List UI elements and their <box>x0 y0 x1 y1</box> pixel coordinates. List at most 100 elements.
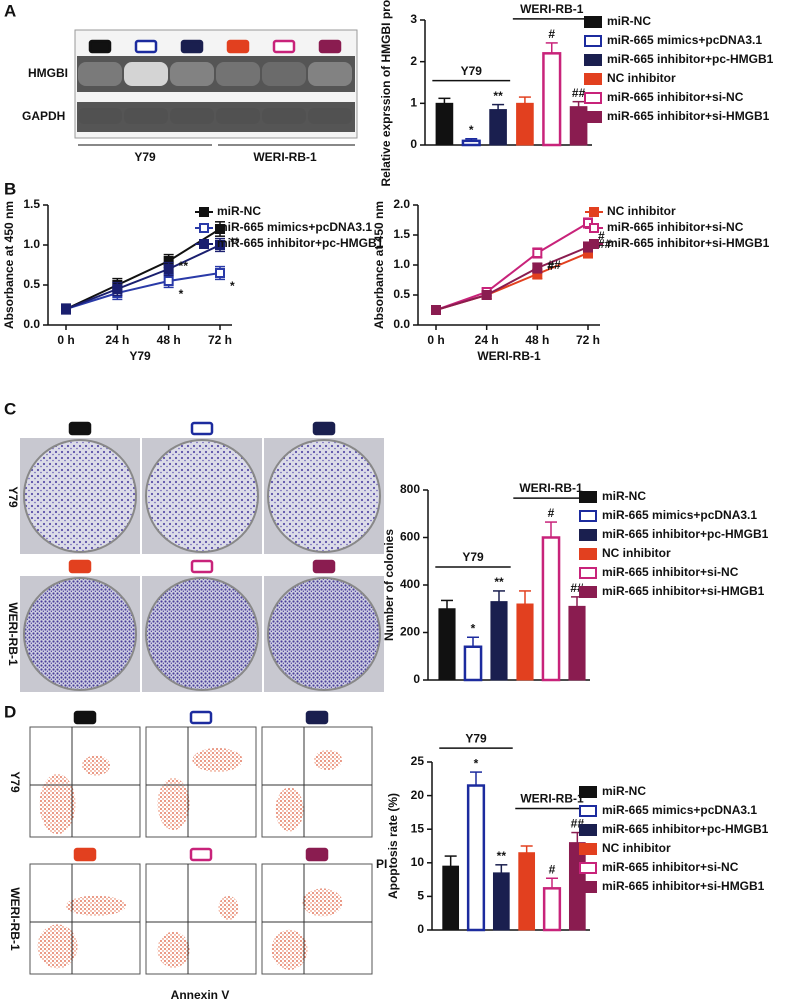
group-swatch <box>312 421 336 436</box>
group-swatch <box>180 39 204 54</box>
y-axis-label: Apoptosis rate (%) <box>386 793 400 899</box>
legend-label: miR-665 inhibitor+pc-HMGB1 <box>607 52 774 66</box>
legend-swatch <box>579 529 597 541</box>
significance-label: # <box>549 862 556 876</box>
legend-label: NC inhibitor <box>607 204 676 218</box>
point-marker <box>215 268 225 278</box>
legend-swatch <box>579 881 597 893</box>
group-label: WERI-RB-1 <box>519 481 583 495</box>
y-tick-label: 0 <box>410 137 417 151</box>
flow-events <box>314 750 342 770</box>
legend-label: miR-665 mimics+pcDNA3.1 <box>607 33 762 47</box>
group-label: WERI-RB-1 <box>520 2 584 16</box>
legend-marker <box>199 207 209 217</box>
legend-label: miR-665 mimics+pcDNA3.1 <box>602 803 757 817</box>
bar <box>438 608 456 681</box>
flow-events <box>37 924 78 969</box>
group-swatch <box>68 421 92 436</box>
point-marker <box>481 290 492 300</box>
x-tick-label: 48 h <box>525 333 549 347</box>
colony-plate <box>267 439 381 553</box>
bar <box>542 887 562 932</box>
group-swatch <box>272 39 296 54</box>
point-marker <box>163 264 174 274</box>
legend-label: miR-665 inhibitor+si-HMGB1 <box>602 879 765 893</box>
y-tick-label: 10 <box>411 855 425 869</box>
x-tick-label: 72 h <box>576 333 600 347</box>
y-tick-label: 15 <box>411 821 425 835</box>
y-tick-label: 3 <box>410 12 417 26</box>
group-label: Y79 <box>461 64 483 78</box>
group-label: Y79 <box>462 550 484 564</box>
group-swatch <box>73 710 97 725</box>
y-tick-label: 200 <box>400 625 420 639</box>
legend-label: miR-665 inhibitor+si-NC <box>602 565 739 579</box>
flow-events <box>39 774 76 834</box>
legend-swatch <box>579 786 597 798</box>
y-tick-label: 1.0 <box>393 257 410 271</box>
panel-letter: B <box>4 179 16 198</box>
bar <box>461 139 481 147</box>
bar <box>518 852 536 931</box>
legend-swatch <box>584 92 602 104</box>
point-marker <box>215 240 225 250</box>
flow-row-label: Y79 <box>8 771 22 793</box>
flow-events <box>157 778 190 830</box>
y-tick-label: 800 <box>400 482 420 496</box>
legend-label: NC inhibitor <box>607 71 676 85</box>
legend-swatch <box>584 35 602 47</box>
significance-label: ** <box>497 849 507 863</box>
bar <box>516 102 534 146</box>
flow-row-label: WERI-RB-1 <box>8 887 22 951</box>
y-tick-label: 0 <box>413 672 420 686</box>
y-tick-label: 25 <box>411 754 425 768</box>
blot-group-label: WERI-RB-1 <box>253 150 317 164</box>
blot-band <box>124 62 168 86</box>
legend-label: miR-665 inhibitor+si-HMGB1 <box>602 584 765 598</box>
x-axis-label: Y79 <box>129 349 151 363</box>
legend-swatch <box>584 54 602 66</box>
flow-events <box>271 929 308 970</box>
flow-x-label: Annexin V <box>171 988 230 1002</box>
y-axis-label: Number of colonies <box>382 529 396 641</box>
y-tick-label: 1.0 <box>23 237 40 251</box>
blot-band <box>308 108 352 124</box>
flow-events <box>275 787 304 832</box>
legend-swatch <box>584 73 602 85</box>
group-swatch <box>68 559 92 574</box>
significance-label: * <box>469 123 474 137</box>
significance-label: ** <box>179 259 189 273</box>
blot-band <box>262 62 306 86</box>
legend-swatch <box>579 491 597 503</box>
bar <box>466 784 486 932</box>
y-tick-label: 1.5 <box>23 197 40 211</box>
group-swatch <box>190 559 214 574</box>
legend-swatch <box>584 111 602 123</box>
group-label: WERI-RB-1 <box>520 792 584 806</box>
group-swatch <box>318 39 342 54</box>
y-axis-label: Absorbance at 450 nm <box>372 201 386 329</box>
significance-label: ## <box>598 237 612 251</box>
y-axis-label: Absorbance at 450 nm <box>2 201 16 329</box>
legend-label: miR-665 mimics+pcDNA3.1 <box>602 508 757 522</box>
blot-group-label: Y79 <box>134 150 156 164</box>
legend-swatch <box>579 862 597 874</box>
y-tick-label: 400 <box>400 577 420 591</box>
bar <box>442 865 460 931</box>
blot-band <box>216 62 260 86</box>
legend-swatch <box>579 843 597 855</box>
significance-label: # <box>548 506 555 520</box>
legend-marker <box>589 223 599 233</box>
group-swatch <box>189 710 213 725</box>
legend-label: miR-665 inhibitor+pc-HMGB1 <box>602 822 769 836</box>
legend-marker <box>199 239 209 249</box>
group-swatch <box>226 39 250 54</box>
bar <box>435 102 454 146</box>
significance-label: ** <box>230 235 240 249</box>
legend-label: NC inhibitor <box>602 546 671 560</box>
panel-letter: D <box>4 702 16 721</box>
legend-label: miR-665 mimics+pcDNA3.1 <box>217 220 372 234</box>
y-tick-label: 0.5 <box>23 277 40 291</box>
x-tick-label: 0 h <box>427 333 444 347</box>
blot-band <box>78 108 122 124</box>
